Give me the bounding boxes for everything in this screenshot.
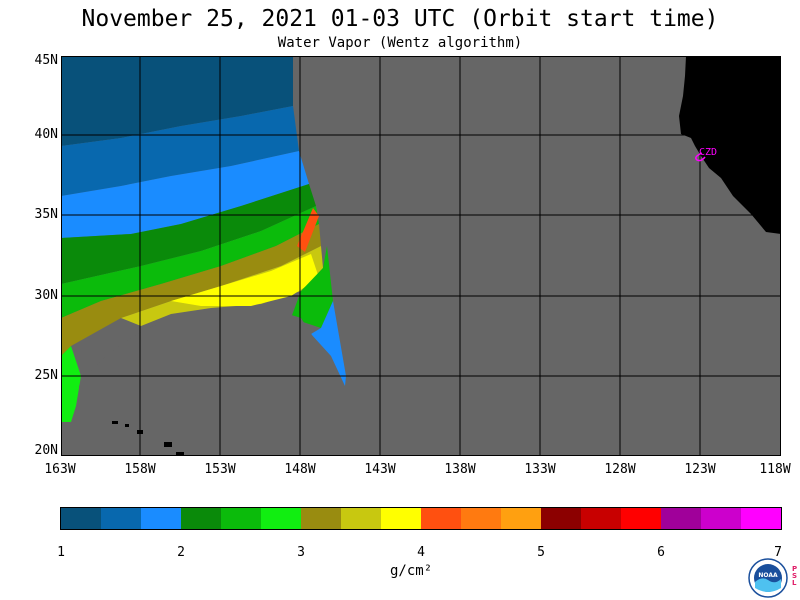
- colorbar-swatch: [461, 508, 501, 529]
- station-label: CZD: [699, 147, 717, 158]
- lon-label-148w: 148W: [284, 462, 316, 477]
- colorbar-swatch: [661, 508, 701, 529]
- vapor-band-southgreen: [61, 346, 81, 422]
- lon-label-123w: 123W: [684, 462, 716, 477]
- vapor-band-lightblue: [61, 151, 309, 238]
- colorbar-swatch: [61, 508, 101, 529]
- lon-label-118w: 118W: [759, 462, 791, 477]
- lon-label-133w: 133W: [524, 462, 556, 477]
- colorbar-swatch: [261, 508, 301, 529]
- noaa-logo-icon: NOAA: [748, 558, 788, 598]
- vapor-band-eastblue: [311, 301, 346, 386]
- vapor-band-yellow: [171, 254, 319, 306]
- colorbar-swatch: [181, 508, 221, 529]
- noaa-logo-text: NOAA: [758, 572, 778, 579]
- lat-label-40n: 40N: [34, 127, 58, 142]
- colorbar-swatch: [741, 508, 781, 529]
- colorbar: [60, 507, 782, 530]
- vapor-band-olive: [61, 224, 321, 356]
- land-north-america: [679, 56, 781, 234]
- colorbar-tick-7: 7: [774, 545, 782, 560]
- no-data-hole: [79, 308, 319, 456]
- lon-label-143w: 143W: [364, 462, 396, 477]
- colorbar-swatch: [621, 508, 661, 529]
- colorbar-tick-4: 4: [417, 545, 425, 560]
- water-vapor-map: CZD: [61, 56, 781, 456]
- colorbar-swatch: [101, 508, 141, 529]
- lat-label-45n: 45N: [34, 53, 58, 68]
- map-subtitle: Water Vapor (Wentz algorithm): [277, 35, 523, 51]
- colorbar-swatch: [421, 508, 461, 529]
- colorbar-tick-1: 1: [57, 545, 65, 560]
- colorbar-tick-3: 3: [297, 545, 305, 560]
- lon-label-153w: 153W: [204, 462, 236, 477]
- colorbar-swatch: [341, 508, 381, 529]
- lon-label-163w: 163W: [44, 462, 76, 477]
- lat-label-30n: 30N: [34, 288, 58, 303]
- colorbar-swatch: [581, 508, 621, 529]
- colorbar-tick-2: 2: [177, 545, 185, 560]
- vapor-swath: [61, 56, 346, 422]
- colorbar-tick-6: 6: [657, 545, 665, 560]
- lat-label-25n: 25N: [34, 368, 58, 383]
- lon-label-138w: 138W: [444, 462, 476, 477]
- lon-label-158w: 158W: [124, 462, 156, 477]
- map-frame: [61, 56, 781, 456]
- colorbar-units: g/cm²: [390, 563, 433, 579]
- colorbar-swatch: [501, 508, 541, 529]
- colorbar-swatch: [141, 508, 181, 529]
- vapor-band-green: [61, 206, 319, 318]
- vapor-band-darkblue: [61, 56, 293, 146]
- vapor-band-darkgreen: [61, 184, 316, 284]
- lat-label-35n: 35N: [34, 207, 58, 222]
- colorbar-swatch: [381, 508, 421, 529]
- colorbar-swatch: [541, 508, 581, 529]
- map-title: November 25, 2021 01-03 UTC (Orbit start…: [81, 6, 719, 32]
- vapor-band-orange: [297, 208, 319, 252]
- gridlines: [61, 56, 781, 456]
- station-marker-icon: [695, 152, 706, 162]
- vapor-band-medblue: [61, 106, 299, 196]
- colorbar-tick-5: 5: [537, 545, 545, 560]
- colorbar-swatch: [221, 508, 261, 529]
- colorbar-swatch: [301, 508, 341, 529]
- lat-label-20n: 20N: [34, 443, 58, 458]
- lon-label-128w: 128W: [604, 462, 636, 477]
- colorbar-swatch: [701, 508, 741, 529]
- vapor-band-eastgreen: [291, 246, 333, 328]
